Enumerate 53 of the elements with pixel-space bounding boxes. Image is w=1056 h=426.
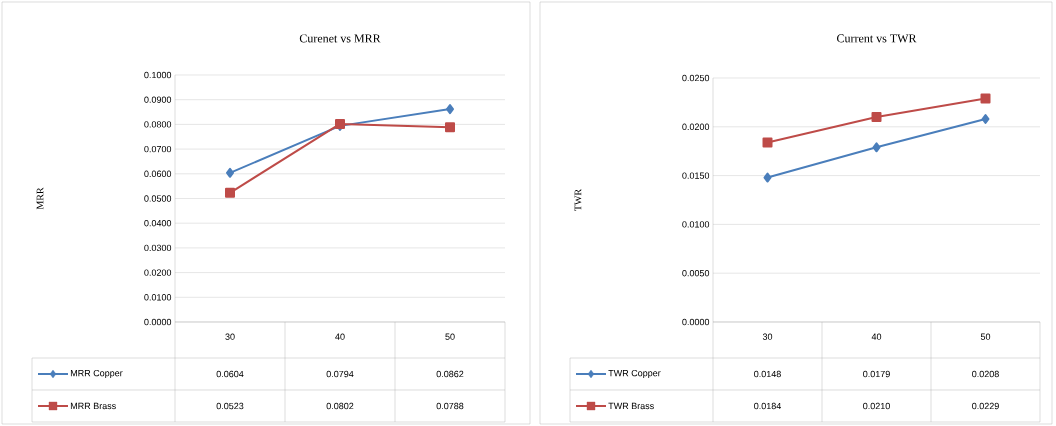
y-tick-label: 0.0700 <box>144 145 172 153</box>
y-tick-label: 0.0000 <box>144 318 172 326</box>
chart-title: Current vs TWR <box>837 34 917 43</box>
legend-label: TWR Brass <box>608 402 654 410</box>
y-tick-label: 0.0900 <box>144 96 172 103</box>
legend-label: MRR Brass <box>70 402 116 410</box>
point <box>226 167 234 178</box>
data-label: 0.0788 <box>436 402 464 410</box>
data-label: 0.0184 <box>754 402 781 410</box>
point <box>872 142 881 153</box>
data-label: 0.0179 <box>863 370 890 378</box>
point <box>871 112 882 123</box>
x-tick-label: 40 <box>335 333 345 340</box>
y-tick-label: 0.0400 <box>144 220 172 227</box>
data-label: 0.0604 <box>216 370 244 378</box>
x-tick-label: 40 <box>871 333 882 340</box>
x-tick-label: 50 <box>980 333 991 340</box>
data-label: 0.0794 <box>326 370 354 378</box>
point <box>980 93 991 104</box>
point <box>225 187 235 198</box>
data-label: 0.0208 <box>972 370 999 378</box>
y-tick-label: 0.0050 <box>682 270 710 277</box>
point <box>981 113 990 124</box>
y-axis-title: MRR <box>36 187 44 210</box>
data-label: 0.0802 <box>326 402 354 410</box>
y-tick-label: 0.0200 <box>144 269 172 276</box>
legend-label: TWR Copper <box>608 369 661 379</box>
y-tick-label: 0.0200 <box>682 123 710 130</box>
y-tick-label: 0.0500 <box>144 195 172 202</box>
point <box>445 122 455 133</box>
data-label: 0.0523 <box>216 402 244 410</box>
point <box>762 137 773 148</box>
y-tick-label: 0.1000 <box>144 71 172 79</box>
data-label: 0.0148 <box>754 370 781 378</box>
data-label: 0.0862 <box>436 370 464 378</box>
x-tick-label: 30 <box>762 333 773 340</box>
chart-title: Curenet vs MRR <box>299 34 381 43</box>
y-tick-label: 0.0300 <box>144 244 172 252</box>
point <box>446 104 454 115</box>
x-tick-label: 50 <box>445 333 455 340</box>
x-tick-label: 30 <box>225 333 235 340</box>
y-axis-title: TWR <box>574 188 582 211</box>
y-tick-label: 0.0600 <box>144 170 172 177</box>
legend-label: MRR Copper <box>70 369 123 379</box>
data-label: 0.0229 <box>972 402 999 410</box>
y-tick-label: 0.0000 <box>682 318 710 326</box>
y-tick-label: 0.0150 <box>682 172 710 179</box>
y-tick-label: 0.0250 <box>682 74 710 82</box>
y-tick-label: 0.0100 <box>144 294 172 301</box>
data-label: 0.0210 <box>863 402 890 410</box>
y-tick-label: 0.0100 <box>682 221 710 228</box>
y-tick-label: 0.0800 <box>144 121 172 128</box>
point <box>763 172 772 183</box>
